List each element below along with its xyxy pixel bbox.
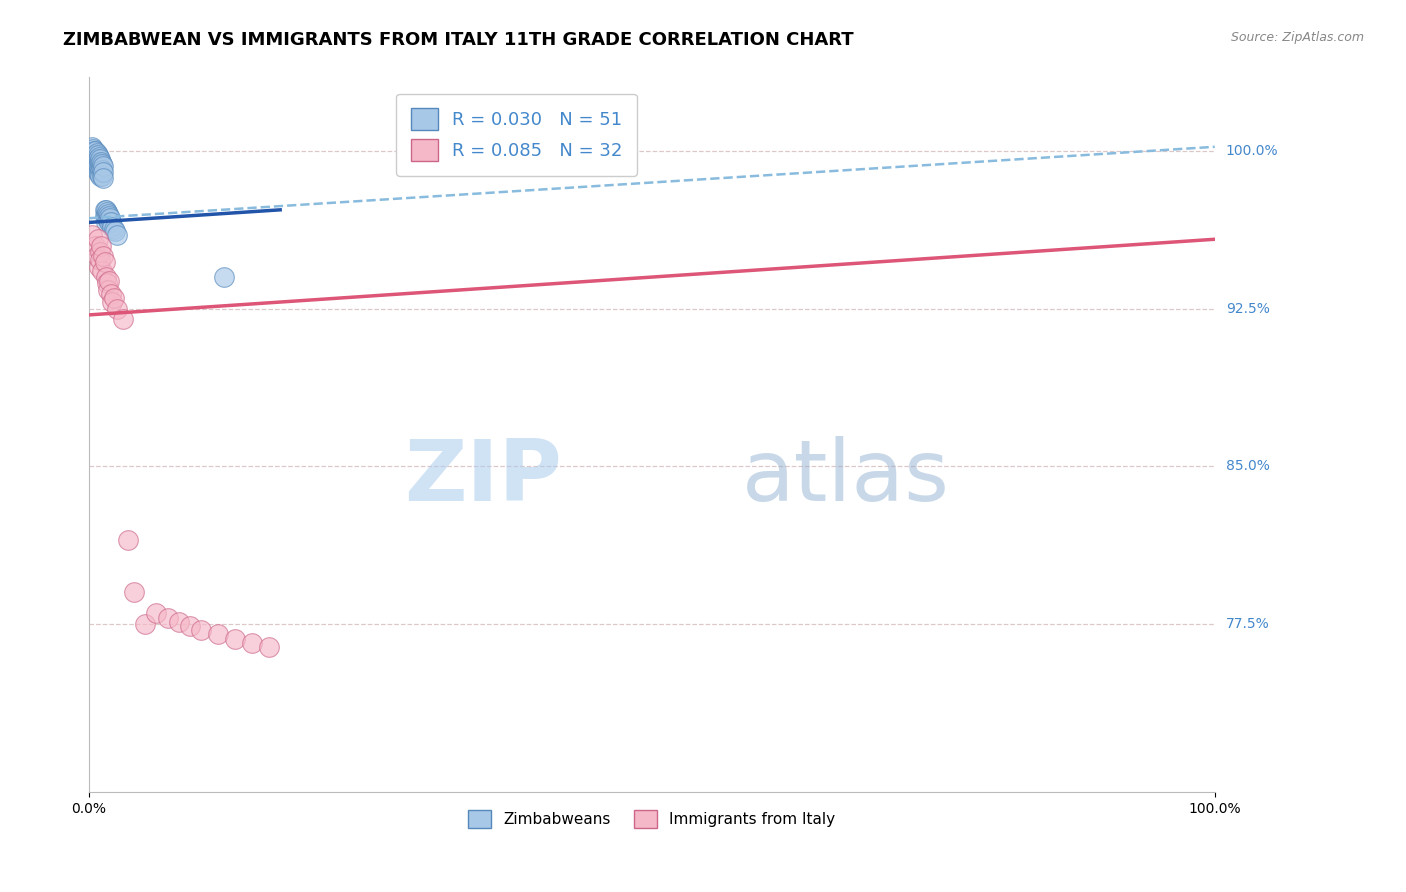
Point <box>93 255 115 269</box>
Point <box>87 150 110 164</box>
Point <box>134 616 156 631</box>
Point <box>91 162 114 177</box>
Point <box>91 156 114 170</box>
Point <box>84 148 107 162</box>
Point <box>94 270 117 285</box>
Point <box>103 291 125 305</box>
Point <box>96 211 118 226</box>
Point <box>97 283 120 297</box>
Point <box>100 215 122 229</box>
Point <box>111 312 134 326</box>
Point <box>90 238 112 252</box>
Point <box>89 162 111 177</box>
Point <box>87 159 110 173</box>
Point <box>84 154 107 169</box>
Point <box>101 295 124 310</box>
Point <box>90 161 112 175</box>
Point <box>86 249 108 263</box>
Text: atlas: atlas <box>742 436 950 519</box>
Point <box>93 159 115 173</box>
Point <box>87 154 110 169</box>
Point <box>93 202 115 217</box>
Point <box>83 150 105 164</box>
Point <box>89 156 111 170</box>
Point <box>93 249 115 263</box>
Point <box>98 274 121 288</box>
Point <box>87 153 110 167</box>
Point <box>212 270 235 285</box>
Point <box>87 260 110 274</box>
Point <box>89 169 111 184</box>
Point <box>82 142 104 156</box>
Point <box>86 146 108 161</box>
Point <box>101 219 124 234</box>
Point <box>100 286 122 301</box>
Point <box>82 228 104 243</box>
Point <box>103 221 125 235</box>
Point <box>91 264 114 278</box>
Text: 85.0%: 85.0% <box>1226 459 1270 474</box>
Point <box>84 144 107 158</box>
Point <box>83 156 105 170</box>
Point <box>91 169 114 184</box>
Text: ZIMBABWEAN VS IMMIGRANTS FROM ITALY 11TH GRADE CORRELATION CHART: ZIMBABWEAN VS IMMIGRANTS FROM ITALY 11TH… <box>63 31 853 49</box>
Point <box>93 165 115 179</box>
Point <box>122 585 145 599</box>
Point <box>87 232 110 246</box>
Point <box>84 238 107 252</box>
Point <box>97 213 120 227</box>
Point <box>87 148 110 162</box>
Point <box>94 215 117 229</box>
Point <box>117 533 139 547</box>
Point <box>87 165 110 179</box>
Point <box>96 277 118 291</box>
Point <box>167 615 190 629</box>
Point <box>87 167 110 181</box>
Point <box>190 623 212 637</box>
Point <box>86 153 108 167</box>
Text: Source: ZipAtlas.com: Source: ZipAtlas.com <box>1230 31 1364 45</box>
Point <box>93 171 115 186</box>
Legend: Zimbabweans, Immigrants from Italy: Zimbabweans, Immigrants from Italy <box>463 804 841 834</box>
Point <box>90 154 112 169</box>
Point <box>89 153 111 167</box>
Point <box>224 632 246 646</box>
Point <box>83 144 105 158</box>
Point <box>98 211 121 226</box>
Point <box>98 209 121 223</box>
Point <box>145 607 167 621</box>
Point <box>89 253 111 268</box>
Point <box>87 161 110 175</box>
Text: 92.5%: 92.5% <box>1226 301 1270 316</box>
Point <box>82 153 104 167</box>
Point <box>89 244 111 259</box>
Point <box>82 140 104 154</box>
Point <box>98 215 121 229</box>
Point <box>97 207 120 221</box>
Point <box>82 148 104 162</box>
Point <box>105 301 128 316</box>
Point <box>240 636 263 650</box>
Point <box>179 619 201 633</box>
Point <box>94 202 117 217</box>
Point <box>257 640 280 654</box>
Text: 77.5%: 77.5% <box>1226 617 1270 631</box>
Point <box>207 627 229 641</box>
Point <box>96 205 118 219</box>
Point <box>156 610 179 624</box>
Point <box>94 209 117 223</box>
Point <box>86 159 108 173</box>
Point <box>93 209 115 223</box>
Point <box>104 224 127 238</box>
Text: 100.0%: 100.0% <box>1226 144 1278 158</box>
Point <box>105 228 128 243</box>
Text: ZIP: ZIP <box>404 436 561 519</box>
